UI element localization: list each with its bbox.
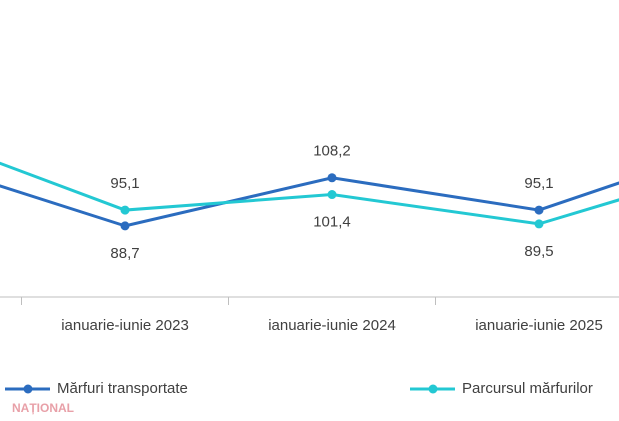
point — [327, 190, 337, 200]
x-tick-label: ianuarie-iunie 2025 — [475, 317, 603, 334]
point — [327, 173, 337, 183]
x-tick-label: ianuarie-iunie 2024 — [268, 317, 396, 334]
legend-dot — [428, 384, 438, 394]
point — [120, 221, 130, 231]
watermark: NAȚIONAL — [12, 401, 74, 415]
data-label: 108,2 — [313, 143, 351, 160]
data-label: 95,1 — [110, 175, 139, 192]
data-label: 95,1 — [524, 175, 553, 192]
point — [534, 219, 544, 229]
legend-dot — [23, 384, 33, 394]
legend-label: Parcursul mărfurilor — [462, 380, 593, 397]
x-tick-label: ianuarie-iunie 2023 — [61, 317, 189, 334]
data-label: 101,4 — [313, 214, 351, 231]
point — [120, 205, 130, 215]
data-label: 88,7 — [110, 245, 139, 262]
point — [534, 205, 544, 215]
data-label: 89,5 — [524, 243, 553, 260]
legend-label: Mărfuri transportate — [57, 380, 188, 397]
